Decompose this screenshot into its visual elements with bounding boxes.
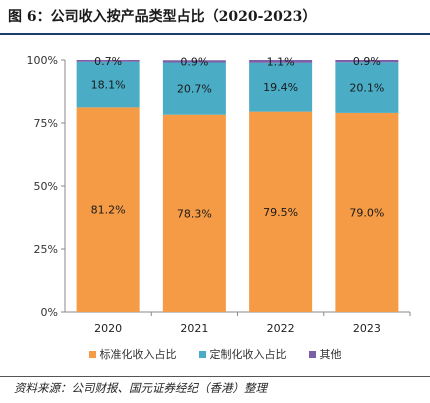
legend-item: 定制化收入占比	[198, 346, 287, 362]
x-tick-label: 2021	[180, 322, 208, 335]
bar-segment-2-2022	[249, 60, 313, 63]
legend-swatch	[198, 350, 206, 358]
data-label-2-2022: 1.1%	[267, 55, 295, 68]
y-tick-label: 0%	[41, 306, 58, 319]
title-divider	[0, 33, 430, 35]
legend-item: 其他	[308, 346, 342, 362]
y-tick-label: 100%	[27, 54, 58, 67]
x-tick-label: 2023	[353, 322, 381, 335]
data-label-1-2023: 20.1%	[349, 82, 384, 95]
data-label-2-2023: 0.9%	[353, 55, 381, 68]
legend-swatch	[308, 350, 316, 358]
y-tick-label: 25%	[34, 243, 58, 256]
data-label-0-2020: 81.2%	[91, 204, 126, 217]
bar-segment-2-2023	[335, 60, 399, 63]
stacked-bar-chart: 0% 25% 50% 75% 100% 81.2% 18.1% 0.7% 2020 78.3% 20…	[27, 54, 411, 335]
legend-swatch	[88, 350, 96, 358]
data-label-0-2023: 79.0%	[349, 206, 384, 219]
bar-segment-2-2021	[162, 60, 226, 63]
data-label-2-2020: 0.7%	[94, 55, 122, 68]
bar-segment-0-2021	[162, 114, 226, 313]
legend-label: 定制化收入占比	[209, 348, 287, 361]
data-label-0-2021: 78.3%	[177, 207, 212, 220]
y-tick-label: 75%	[34, 117, 58, 130]
bar-segment-1-2023	[335, 62, 399, 113]
chart-legend: 标准化收入占比 定制化收入占比 其他	[0, 346, 430, 362]
data-label-0-2022: 79.5%	[263, 206, 298, 219]
y-tick-label: 50%	[34, 180, 58, 193]
x-tick-label: 2022	[267, 322, 295, 335]
footer-divider	[0, 376, 430, 377]
data-label-2-2021: 0.9%	[180, 55, 208, 68]
bar-segment-0-2023	[335, 112, 399, 312]
data-label-1-2020: 18.1%	[91, 79, 126, 92]
bar-segment-1-2022	[249, 62, 313, 112]
legend-label: 标准化收入占比	[99, 348, 177, 361]
bar-segment-0-2020	[76, 107, 140, 312]
bar-segment-1-2021	[162, 62, 226, 115]
data-label-1-2021: 20.7%	[177, 83, 212, 96]
source-note: 资料来源：公司财报、国元证券经纪（香港）整理	[14, 381, 267, 395]
bar-segment-2-2020	[76, 60, 140, 62]
legend-item: 标准化收入占比	[88, 346, 177, 362]
x-tick-label: 2020	[94, 322, 122, 335]
data-label-1-2022: 19.4%	[263, 81, 298, 94]
chart-title: 图 6：公司收入按产品类型占比（2020-2023）	[8, 9, 317, 25]
bar-segment-1-2020	[76, 61, 140, 108]
legend-label: 其他	[319, 348, 342, 361]
bar-segment-0-2022	[249, 111, 313, 312]
